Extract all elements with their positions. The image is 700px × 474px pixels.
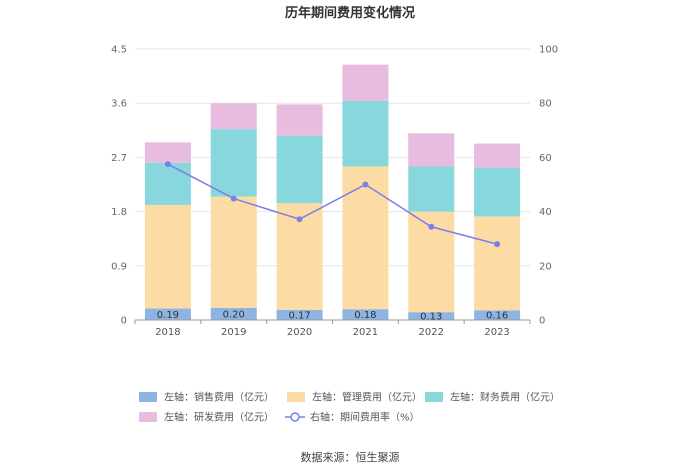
legend: 左轴：销售费用（亿元） 左轴：管理费用（亿元） 左轴：财务费用（亿元） 左轴：研发费用… (139, 391, 560, 424)
x-tick-label: 2020 (287, 327, 312, 338)
bar-data-label: 0.17 (288, 310, 310, 321)
bar-segment-4 (342, 64, 389, 101)
bar-segment-1 (210, 307, 257, 320)
bar-segment-3 (342, 100, 389, 167)
legend-label: 右轴：期间费用率（%） (310, 411, 420, 424)
bar-segment-2 (144, 204, 191, 309)
bar-segment-4 (276, 104, 323, 136)
bars (144, 64, 521, 320)
legend-marker-icon (290, 412, 300, 422)
rate-point (428, 223, 435, 230)
right-tick-label: 0 (539, 316, 545, 327)
bar-data-label: 0.13 (420, 312, 442, 323)
left-tick-label: 0 (121, 316, 127, 327)
right-tick-label: 40 (539, 207, 552, 218)
left-tick-label: 0.9 (111, 261, 127, 272)
bar-segment-1 (474, 310, 521, 320)
legend-label: 左轴：研发费用（亿元） (164, 411, 274, 424)
bar-data-label: 0.19 (157, 310, 179, 321)
left-tick-label: 4.5 (111, 45, 127, 56)
legend-label: 左轴：销售费用（亿元） (164, 391, 274, 404)
legend-swatch-icon (287, 392, 305, 402)
bar-segment-4 (408, 133, 455, 167)
bar-segment-2 (342, 166, 389, 310)
bar-segment-3 (144, 162, 191, 205)
axes: 0 0.9 1.8 2.7 3.6 4.5 0 20 40 60 80 100 2018 2019 2020… (111, 45, 558, 339)
x-tick-label: 2023 (484, 327, 509, 338)
bar-segment-1 (276, 309, 323, 320)
rate-point (494, 241, 501, 248)
right-tick-label: 20 (539, 261, 552, 272)
right-tick-label: 60 (539, 153, 552, 164)
legend-label: 左轴：管理费用（亿元） (312, 391, 422, 404)
bar-data-label: 0.20 (223, 309, 245, 320)
bar-segment-3 (408, 166, 455, 212)
bar-segment-2 (474, 216, 521, 311)
x-tick-label: 2019 (221, 327, 246, 338)
left-tick-label: 2.7 (111, 153, 127, 164)
legend-label: 左轴：财务费用（亿元） (450, 391, 560, 404)
x-tick-label: 2021 (353, 327, 378, 338)
bar-segment-3 (210, 129, 257, 197)
legend-swatch-icon (139, 412, 157, 422)
bar-segment-3 (276, 135, 323, 204)
bar-segment-1 (144, 308, 191, 320)
legend-swatch-icon (139, 392, 157, 402)
bar-segment-3 (474, 167, 521, 217)
bar-segment-4 (210, 103, 257, 130)
legend-swatch-icon (425, 392, 443, 402)
left-tick-label: 1.8 (111, 207, 127, 218)
source-note: 数据来源：恒生聚源 (301, 450, 400, 464)
chart-title: 历年期间费用变化情况 (285, 5, 415, 21)
bar-data-label: 0.16 (486, 311, 508, 322)
data-labels: 0.19 0.20 0.17 0.18 0.13 0.16 (157, 309, 508, 322)
bar-segment-4 (144, 142, 191, 163)
rate-point (296, 216, 303, 223)
rate-point (362, 181, 369, 188)
left-tick-label: 3.6 (111, 99, 127, 110)
right-tick-label: 80 (539, 99, 552, 110)
bar-segment-2 (210, 196, 257, 308)
expense-rate-line (164, 161, 501, 248)
bar-segment-4 (474, 143, 521, 168)
x-tick-label: 2018 (155, 327, 180, 338)
rate-line (167, 163, 498, 245)
grid (135, 48, 530, 267)
right-tick-label: 100 (539, 45, 558, 56)
bar-segment-1 (342, 309, 389, 320)
rate-point (230, 195, 237, 202)
x-tick-label: 2022 (419, 327, 444, 338)
rate-point (164, 161, 171, 168)
bar-segment-1 (408, 312, 455, 320)
bar-data-label: 0.18 (354, 310, 376, 321)
